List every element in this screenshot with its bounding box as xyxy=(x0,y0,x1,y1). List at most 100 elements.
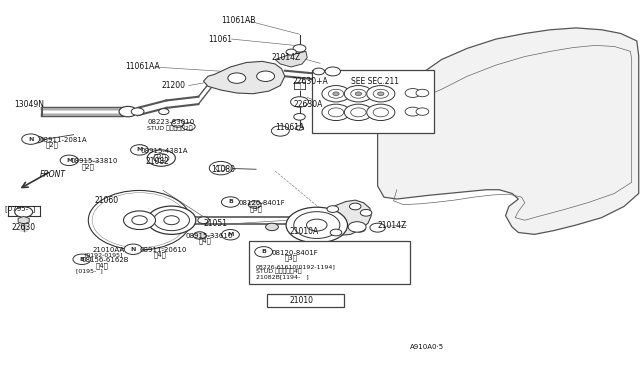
Circle shape xyxy=(322,86,350,102)
Circle shape xyxy=(354,225,365,232)
Text: （3）: （3） xyxy=(284,255,297,262)
Circle shape xyxy=(322,104,350,121)
Polygon shape xyxy=(325,200,371,235)
Circle shape xyxy=(124,211,156,230)
Circle shape xyxy=(198,217,209,224)
Circle shape xyxy=(124,244,142,254)
Text: M: M xyxy=(136,147,143,153)
Text: （2）: （2） xyxy=(46,142,59,148)
Circle shape xyxy=(132,216,147,225)
Text: 21200: 21200 xyxy=(162,81,186,90)
Text: SEE SEC.211: SEE SEC.211 xyxy=(351,77,399,86)
Circle shape xyxy=(255,247,273,257)
Text: （3）: （3） xyxy=(250,205,262,212)
Text: 21010AA: 21010AA xyxy=(92,247,124,253)
Circle shape xyxy=(294,212,340,238)
Text: 08156-6162B: 08156-6162B xyxy=(82,257,129,263)
Circle shape xyxy=(313,68,324,75)
Circle shape xyxy=(328,89,344,98)
Text: （4）: （4） xyxy=(198,238,211,244)
Text: STUD スタッド（4）: STUD スタッド（4） xyxy=(256,269,301,275)
Text: N: N xyxy=(131,247,136,252)
Circle shape xyxy=(60,155,78,166)
Circle shape xyxy=(355,92,362,96)
Text: B: B xyxy=(228,199,233,205)
Text: STUD スタッド（2）: STUD スタッド（2） xyxy=(147,125,193,131)
Text: 11061AB: 11061AB xyxy=(221,16,255,25)
Circle shape xyxy=(351,89,366,98)
Text: 11061: 11061 xyxy=(208,35,232,44)
Circle shape xyxy=(373,108,388,117)
Circle shape xyxy=(221,230,239,240)
Text: 22630+A: 22630+A xyxy=(292,77,328,86)
Polygon shape xyxy=(204,61,285,94)
Circle shape xyxy=(216,165,226,171)
Circle shape xyxy=(325,67,340,76)
Circle shape xyxy=(154,154,169,163)
FancyBboxPatch shape xyxy=(312,70,434,133)
Text: B: B xyxy=(261,249,266,254)
Circle shape xyxy=(360,209,372,216)
Circle shape xyxy=(344,104,372,121)
Circle shape xyxy=(221,197,239,207)
Circle shape xyxy=(147,206,196,234)
Circle shape xyxy=(193,232,206,239)
Text: 21082: 21082 xyxy=(146,157,170,166)
Text: 21051: 21051 xyxy=(204,219,228,228)
Circle shape xyxy=(31,136,43,143)
Circle shape xyxy=(172,120,184,127)
Text: 08911-20610: 08911-20610 xyxy=(140,247,187,253)
Circle shape xyxy=(405,107,420,116)
Circle shape xyxy=(131,145,148,155)
Circle shape xyxy=(209,161,232,175)
Text: （4）: （4） xyxy=(96,262,109,269)
Text: 08223-83010: 08223-83010 xyxy=(147,119,195,125)
Circle shape xyxy=(294,113,305,120)
Circle shape xyxy=(182,123,195,130)
Circle shape xyxy=(15,207,33,217)
Circle shape xyxy=(228,73,246,83)
Circle shape xyxy=(405,89,420,97)
Circle shape xyxy=(164,216,179,225)
Circle shape xyxy=(349,203,361,210)
Circle shape xyxy=(159,109,169,115)
Text: （4）: （4） xyxy=(154,252,166,259)
Text: A910A0·5: A910A0·5 xyxy=(410,344,444,350)
Text: 08915-33810: 08915-33810 xyxy=(70,158,118,164)
Text: 21082B[1194-   ]: 21082B[1194- ] xyxy=(256,274,308,279)
Circle shape xyxy=(131,108,144,115)
Circle shape xyxy=(330,229,342,236)
Circle shape xyxy=(134,145,147,153)
Circle shape xyxy=(266,223,278,231)
Text: 08911-2081A: 08911-2081A xyxy=(40,137,87,143)
Circle shape xyxy=(22,134,40,144)
Text: 11061AA: 11061AA xyxy=(125,62,159,71)
Circle shape xyxy=(370,223,385,232)
Text: 08120-8401F: 08120-8401F xyxy=(238,200,285,206)
Text: [0195-  ]: [0195- ] xyxy=(76,268,102,273)
Text: （2）: （2） xyxy=(154,153,166,160)
Text: 11080: 11080 xyxy=(211,165,236,174)
Text: [0795-  ]: [0795- ] xyxy=(5,206,35,212)
Text: 21010A: 21010A xyxy=(289,227,319,236)
Circle shape xyxy=(367,86,395,102)
Circle shape xyxy=(92,193,187,248)
Text: 08120-8401F: 08120-8401F xyxy=(271,250,318,256)
Circle shape xyxy=(378,92,384,96)
Text: N: N xyxy=(28,137,33,142)
Text: 21014Z: 21014Z xyxy=(272,53,301,62)
Text: 11061A: 11061A xyxy=(275,124,305,132)
Text: 21014Z: 21014Z xyxy=(378,221,407,230)
Circle shape xyxy=(293,45,306,52)
Circle shape xyxy=(307,219,327,231)
Text: 21010: 21010 xyxy=(290,296,314,305)
Circle shape xyxy=(351,108,366,117)
Circle shape xyxy=(327,206,339,212)
Text: M: M xyxy=(66,158,72,163)
Circle shape xyxy=(416,89,429,97)
Circle shape xyxy=(344,86,372,102)
Text: 08915-33610: 08915-33610 xyxy=(186,233,233,239)
Circle shape xyxy=(291,97,308,107)
Text: [0192-0195]: [0192-0195] xyxy=(84,253,123,258)
Text: 08915-4381A: 08915-4381A xyxy=(141,148,188,154)
